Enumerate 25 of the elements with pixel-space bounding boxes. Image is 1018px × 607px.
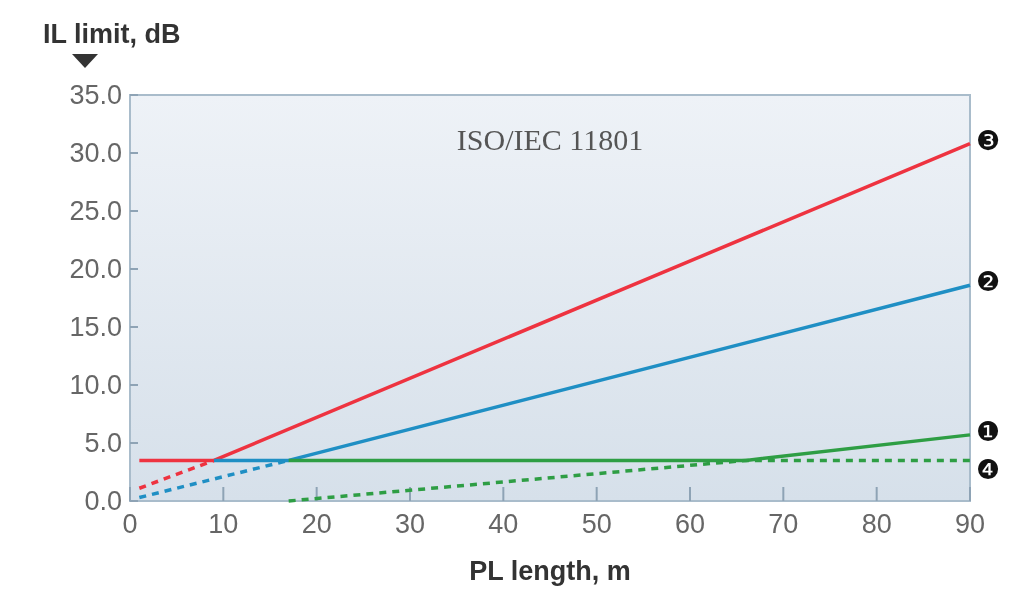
- x-tick-label: 10: [208, 509, 239, 539]
- x-tick-label: 0: [122, 509, 138, 539]
- x-tick-label: 20: [301, 509, 332, 539]
- series-label: ❶: [976, 415, 1001, 447]
- y-axis-title: IL limit, dB: [43, 19, 181, 49]
- y-tick-label: 25.0: [69, 196, 122, 226]
- x-tick-label: 30: [394, 509, 426, 539]
- x-tick-label: 60: [674, 509, 706, 539]
- y-tick-label: 20.0: [69, 254, 122, 284]
- x-tick-label: 70: [768, 509, 799, 539]
- y-tick-label: 10.0: [69, 370, 122, 400]
- y-tick-label: 15.0: [69, 312, 122, 342]
- x-tick-label: 50: [581, 509, 612, 539]
- series-label: ❹: [976, 454, 1001, 486]
- x-tick-label: 40: [488, 509, 519, 539]
- series-label: ❸: [976, 124, 1001, 156]
- x-tick-label: 80: [861, 509, 892, 539]
- y-tick-label: 5.0: [84, 428, 122, 458]
- x-axis-title: PL length, m: [469, 556, 631, 586]
- y-tick-label: 35.0: [69, 80, 122, 110]
- series-label: ❷: [976, 266, 1001, 298]
- y-tick-label: 0.0: [84, 486, 122, 516]
- x-tick-label: 90: [954, 509, 986, 539]
- y-tick-label: 30.0: [69, 138, 122, 168]
- annotation: ISO/IEC 11801: [456, 123, 644, 156]
